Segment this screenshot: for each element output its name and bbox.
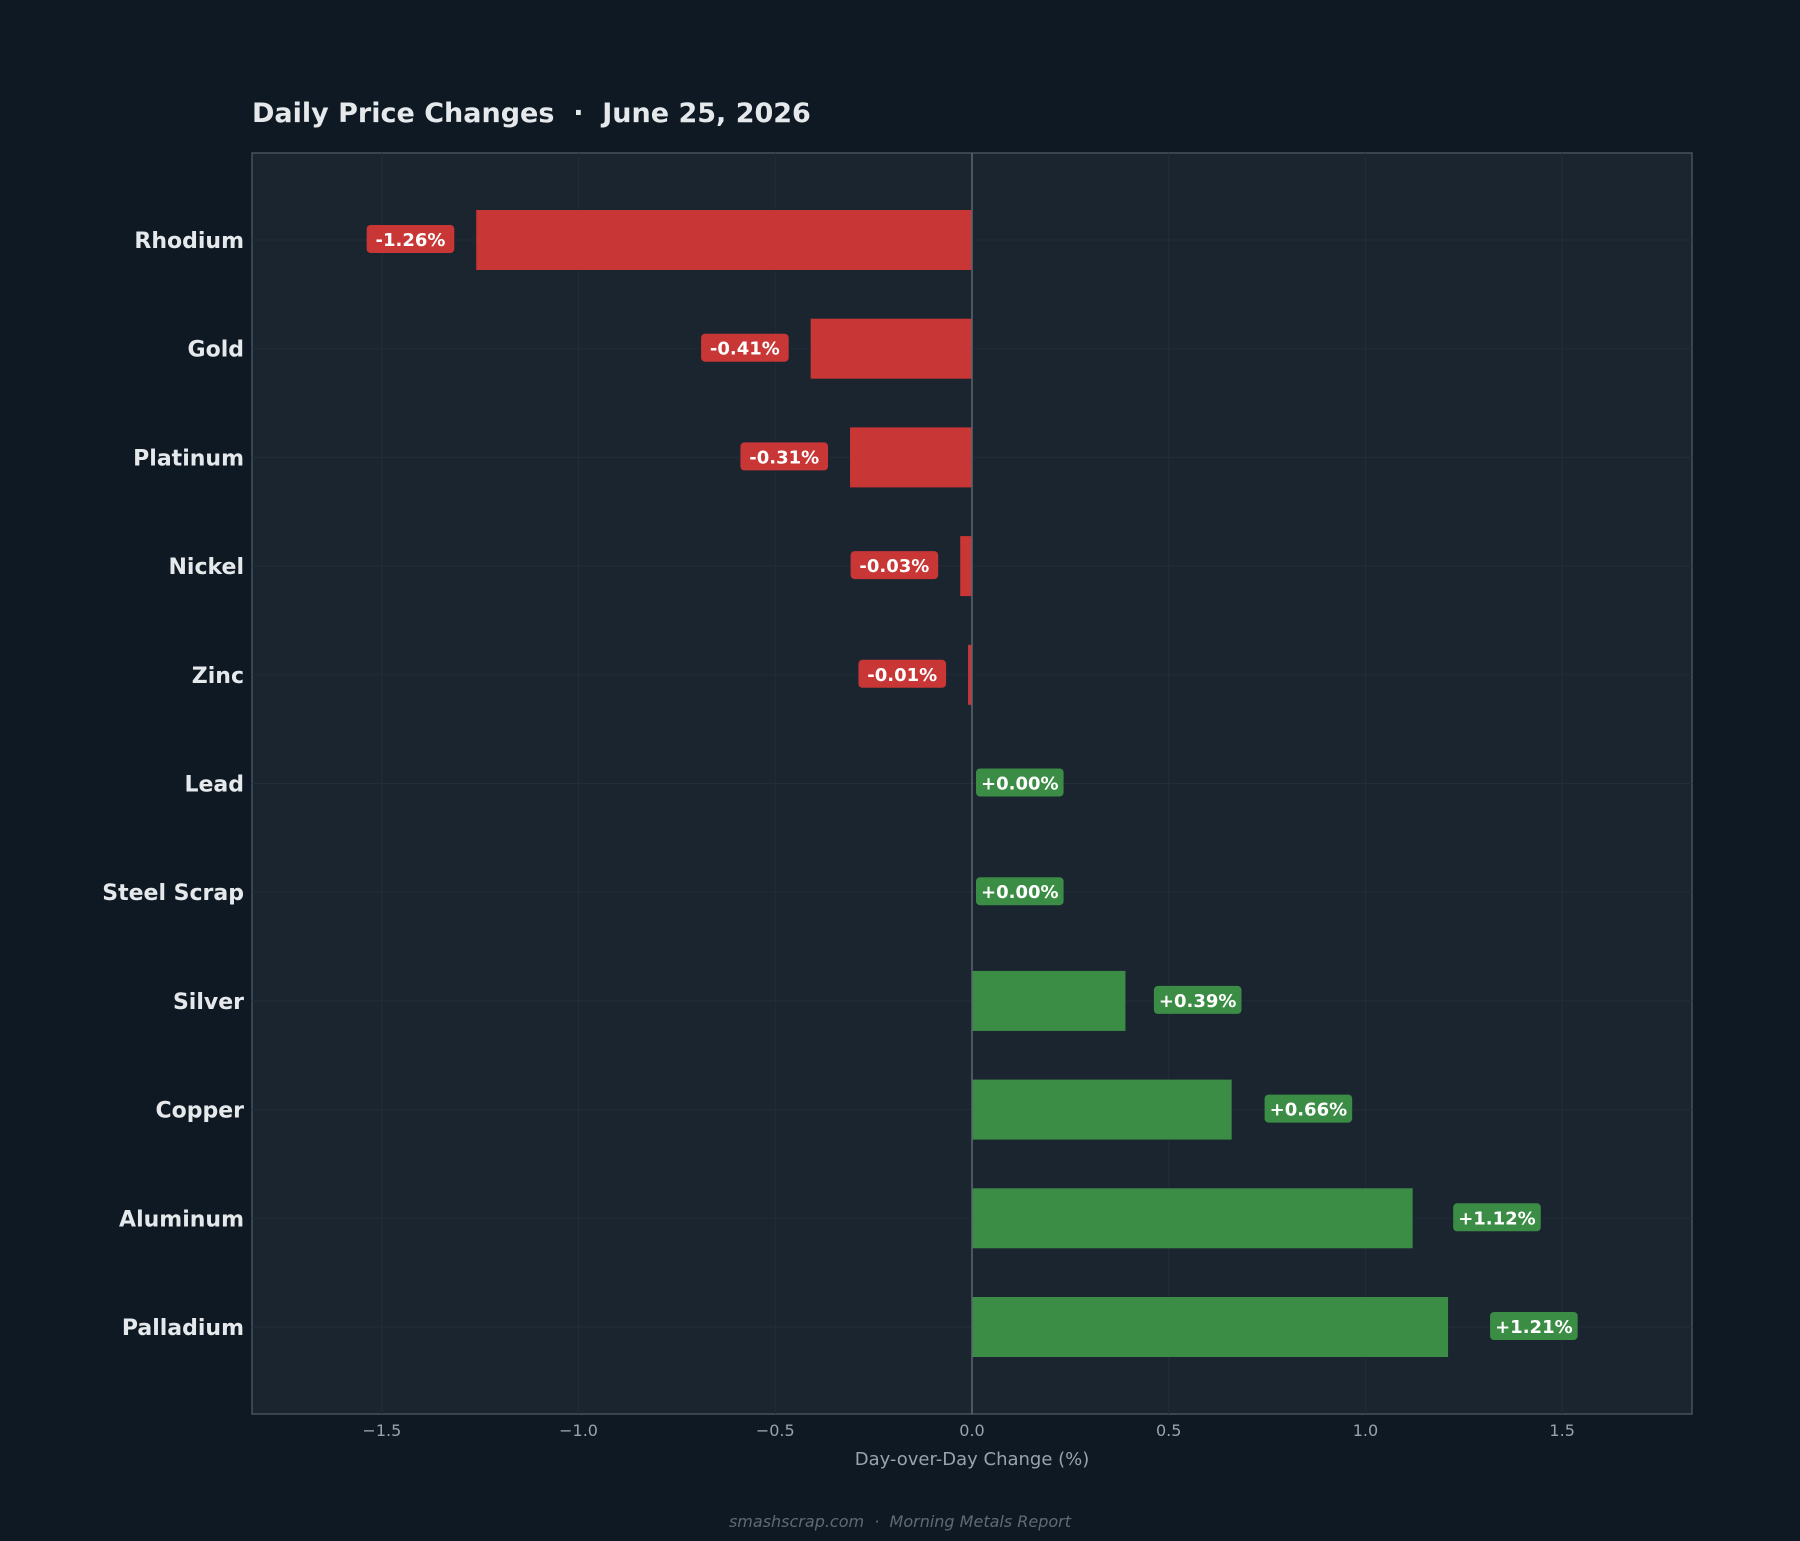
data-label-badge [701, 333, 789, 362]
category-label: Palladium [122, 1316, 244, 1341]
data-label: -0.31% [740, 442, 829, 471]
data-label-badge [1264, 1094, 1353, 1123]
x-tick-layer: −1.5 −1.0 −0.5 0.0 0.5 1.0 1.5 [362, 1421, 1574, 1440]
data-label-badge [850, 551, 939, 580]
data-label-badge [1453, 1203, 1541, 1232]
bar [810, 318, 972, 379]
category-label: Aluminum [119, 1207, 244, 1232]
bar [850, 427, 972, 488]
data-label: -0.03% [850, 551, 939, 580]
bar-layer [476, 210, 1449, 1357]
data-label: +0.39% [1153, 985, 1242, 1014]
data-label-text: +1.12% [1458, 1208, 1536, 1229]
data-label: +1.21% [1490, 1312, 1578, 1340]
category-label-layer: Rhodium Gold Platinum Nickel Zinc Lead Steel S… [102, 229, 244, 1341]
data-label: -1.26% [366, 225, 455, 253]
category-label: Lead [184, 773, 244, 798]
data-label-text: -0.41% [710, 339, 780, 360]
data-label: +1.12% [1453, 1203, 1541, 1232]
x-tick-label: −0.5 [756, 1421, 795, 1440]
data-label-badge [976, 877, 1064, 906]
x-tick-label: 0.5 [1156, 1421, 1181, 1440]
data-label-text: +0.00% [981, 882, 1059, 903]
category-label: Nickel [169, 555, 245, 580]
data-label-layer: -1.26% -0.41% -0.31% -0.03% -0.01% +0.00% +0.0… [366, 225, 1578, 1340]
data-label-badge [740, 442, 829, 471]
x-tick-label: 0.0 [959, 1421, 984, 1440]
data-label-text: -0.31% [749, 447, 819, 468]
category-label: Platinum [133, 446, 244, 471]
bar [968, 644, 972, 705]
x-tick-label: −1.0 [559, 1421, 598, 1440]
data-label: +0.66% [1264, 1094, 1353, 1123]
bar [972, 970, 1126, 1031]
data-label: +0.00% [976, 877, 1064, 906]
x-axis-label: Day-over-Day Change (%) [855, 1449, 1090, 1470]
data-label-badge [858, 659, 947, 688]
category-label: Zinc [192, 664, 244, 689]
data-label-text: -1.26% [376, 230, 446, 251]
data-label-text: +1.21% [1495, 1317, 1573, 1338]
data-label: +0.00% [976, 768, 1064, 797]
bar [972, 1188, 1413, 1249]
category-label: Rhodium [134, 229, 244, 254]
data-label-text: +0.66% [1270, 1100, 1348, 1121]
data-label-text: -0.03% [859, 556, 929, 577]
bar [476, 210, 972, 270]
category-label: Gold [188, 338, 244, 363]
chart-title: Daily Price Changes · June 25, 2026 [252, 98, 811, 129]
bar [972, 1297, 1449, 1357]
data-label: -0.01% [858, 659, 947, 688]
data-label-badge [976, 768, 1064, 797]
data-label-badge [1153, 985, 1242, 1014]
bar [972, 1079, 1232, 1140]
data-label-badge [1490, 1312, 1578, 1340]
data-label: -0.41% [701, 333, 789, 362]
footer-credit: smashscrap.com · Morning Metals Report [729, 1512, 1072, 1531]
x-tick-label: −1.5 [362, 1421, 401, 1440]
data-label-text: +0.00% [981, 774, 1059, 795]
x-tick-label: 1.0 [1353, 1421, 1378, 1440]
data-label-badge [366, 225, 455, 253]
category-label: Steel Scrap [102, 881, 244, 906]
category-label: Silver [173, 990, 244, 1015]
x-tick-label: 1.5 [1549, 1421, 1574, 1440]
data-label-text: -0.01% [867, 665, 937, 686]
data-label-text: +0.39% [1159, 991, 1237, 1012]
category-label: Copper [155, 1099, 244, 1124]
bar [960, 536, 972, 597]
